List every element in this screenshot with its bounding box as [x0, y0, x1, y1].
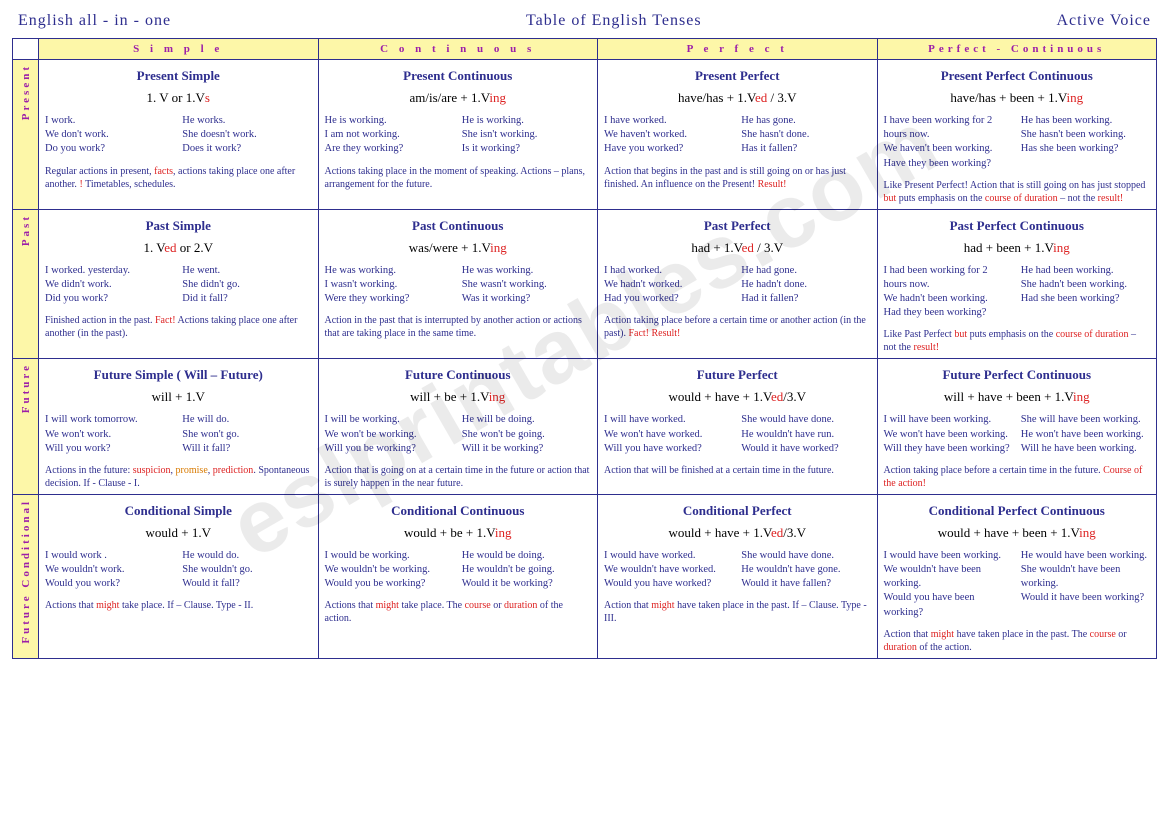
cell-note: Regular actions in present, facts, actio…	[45, 165, 312, 191]
cell-note: Actions that might take place. If – Clau…	[45, 599, 312, 612]
tense-cell: Present Simple 1. V or 1.Vs I work.We don'…	[39, 60, 319, 210]
cell-examples: I have worked.We haven't worked.Have you…	[604, 114, 871, 157]
cell-note: Action that begins in the past and is st…	[604, 165, 871, 191]
cell-title: Future Continuous	[325, 367, 592, 383]
cell-formula: will + 1.V	[45, 389, 312, 405]
cell-examples: I would have been working.We wouldn't ha…	[884, 549, 1151, 620]
cell-title: Future Perfect Continuous	[884, 367, 1151, 383]
cell-title: Future Simple ( Will – Future)	[45, 367, 312, 383]
header-right: Active Voice	[1056, 12, 1151, 30]
cell-title: Conditional Perfect Continuous	[884, 503, 1151, 519]
cell-formula: would + have + been + 1.Ving	[884, 525, 1151, 541]
cell-formula: had + 1.Ved / 3.V	[604, 240, 871, 256]
cell-examples: I work.We don't work.Do you work?He work…	[45, 114, 312, 157]
cell-examples: I have been working for 2 hours now.We h…	[884, 114, 1151, 171]
col-header: Perfect - Continuous	[877, 39, 1157, 60]
cell-note: Like Past Perfect but puts emphasis on t…	[884, 328, 1151, 354]
cell-examples: I will work tomorrow.We won't work.Will …	[45, 413, 312, 456]
header-left: English all - in - one	[18, 12, 171, 30]
cell-formula: have/has + 1.Ved / 3.V	[604, 90, 871, 106]
tense-cell: Future Perfect would + have + 1.Ved/3.V I …	[598, 359, 878, 495]
tense-cell: Past Simple 1. Ved or 2.V I worked. yester…	[39, 209, 319, 359]
tense-cell: Present Continuous am/is/are + 1.Ving He i…	[318, 60, 598, 210]
cell-title: Conditional Simple	[45, 503, 312, 519]
tense-cell: Past Continuous was/were + 1.Ving He was w…	[318, 209, 598, 359]
cell-examples: I will have worked.We won't have worked.…	[604, 413, 871, 456]
tense-cell: Conditional Perfect would + have + 1.Ved/…	[598, 494, 878, 658]
page-header: English all - in - one Table of English …	[12, 12, 1157, 30]
cell-note: Actions that might take place. The cours…	[325, 599, 592, 625]
cell-note: Actions in the future: suspicion, promis…	[45, 464, 312, 490]
row-header: Present	[13, 60, 39, 210]
header-center: Table of English Tenses	[526, 12, 702, 30]
cell-title: Past Perfect Continuous	[884, 218, 1151, 234]
cell-title: Present Perfect	[604, 68, 871, 84]
cell-formula: 1. V or 1.Vs	[45, 90, 312, 106]
cell-title: Conditional Continuous	[325, 503, 592, 519]
tense-cell: Conditional Perfect Continuous would + ha…	[877, 494, 1157, 658]
cell-title: Present Simple	[45, 68, 312, 84]
cell-formula: will + have + been + 1.Ving	[884, 389, 1151, 405]
cell-title: Present Continuous	[325, 68, 592, 84]
row-header: Future Conditional	[13, 494, 39, 658]
cell-examples: I worked. yesterday.We didn't work.Did y…	[45, 264, 312, 307]
cell-note: Actions taking place in the moment of sp…	[325, 165, 592, 191]
tense-cell: Future Continuous will + be + 1.Ving I wil…	[318, 359, 598, 495]
cell-formula: would + have + 1.Ved/3.V	[604, 389, 871, 405]
cell-examples: I would work .We wouldn't work.Would you…	[45, 549, 312, 592]
cell-note: Action that will be finished at a certai…	[604, 464, 871, 477]
cell-title: Past Simple	[45, 218, 312, 234]
tense-cell: Future Perfect Continuous will + have + b…	[877, 359, 1157, 495]
cell-examples: I will be working.We won't be working.Wi…	[325, 413, 592, 456]
cell-title: Conditional Perfect	[604, 503, 871, 519]
cell-formula: would + 1.V	[45, 525, 312, 541]
cell-formula: 1. Ved or 2.V	[45, 240, 312, 256]
cell-formula: had + been + 1.Ving	[884, 240, 1151, 256]
row-header: Past	[13, 209, 39, 359]
cell-title: Past Perfect	[604, 218, 871, 234]
cell-note: Action taking place before a certain tim…	[884, 464, 1151, 490]
cell-note: Finished action in the past. Fact! Actio…	[45, 314, 312, 340]
col-header: S i m p l e	[39, 39, 319, 60]
cell-examples: He is working.I am not working.Are they …	[325, 114, 592, 157]
cell-formula: am/is/are + 1.Ving	[325, 90, 592, 106]
cell-note: Like Present Perfect! Action that is sti…	[884, 179, 1151, 205]
cell-formula: have/has + been + 1.Ving	[884, 90, 1151, 106]
cell-title: Present Perfect Continuous	[884, 68, 1151, 84]
tenses-table: S i m p l e C o n t i n u o u s P e r f …	[12, 38, 1157, 659]
tense-cell: Present Perfect have/has + 1.Ved / 3.V I h…	[598, 60, 878, 210]
tense-cell: Past Perfect Continuous had + been + 1.Vi…	[877, 209, 1157, 359]
cell-examples: I would have worked.We wouldn't have wor…	[604, 549, 871, 592]
cell-examples: He was working.I wasn't working.Were the…	[325, 264, 592, 307]
cell-note: Action taking place before a certain tim…	[604, 314, 871, 340]
col-header: C o n t i n u o u s	[318, 39, 598, 60]
tense-cell: Future Simple ( Will – Future) will + 1.V…	[39, 359, 319, 495]
col-header: P e r f e c t	[598, 39, 878, 60]
tense-cell: Conditional Simple would + 1.V I would wor…	[39, 494, 319, 658]
cell-formula: would + be + 1.Ving	[325, 525, 592, 541]
cell-note: Action that might have taken place in th…	[604, 599, 871, 625]
cell-examples: I will have been working.We won't have b…	[884, 413, 1151, 456]
tense-cell: Conditional Continuous would + be + 1.Vin…	[318, 494, 598, 658]
cell-formula: was/were + 1.Ving	[325, 240, 592, 256]
row-header: Future	[13, 359, 39, 495]
cell-note: Action that is going on at a certain tim…	[325, 464, 592, 490]
tense-cell: Past Perfect had + 1.Ved / 3.V I had worke…	[598, 209, 878, 359]
cell-note: Action that might have taken place in th…	[884, 628, 1151, 654]
tense-cell: Present Perfect Continuous have/has + bee…	[877, 60, 1157, 210]
cell-note: Action in the past that is interrupted b…	[325, 314, 592, 340]
cell-examples: I had worked.We hadn't worked.Had you wo…	[604, 264, 871, 307]
corner-cell	[13, 39, 39, 60]
cell-examples: I had been working for 2 hours now.We ha…	[884, 264, 1151, 321]
cell-examples: I would be working.We wouldn't be workin…	[325, 549, 592, 592]
cell-title: Past Continuous	[325, 218, 592, 234]
cell-formula: would + have + 1.Ved/3.V	[604, 525, 871, 541]
cell-formula: will + be + 1.Ving	[325, 389, 592, 405]
cell-title: Future Perfect	[604, 367, 871, 383]
